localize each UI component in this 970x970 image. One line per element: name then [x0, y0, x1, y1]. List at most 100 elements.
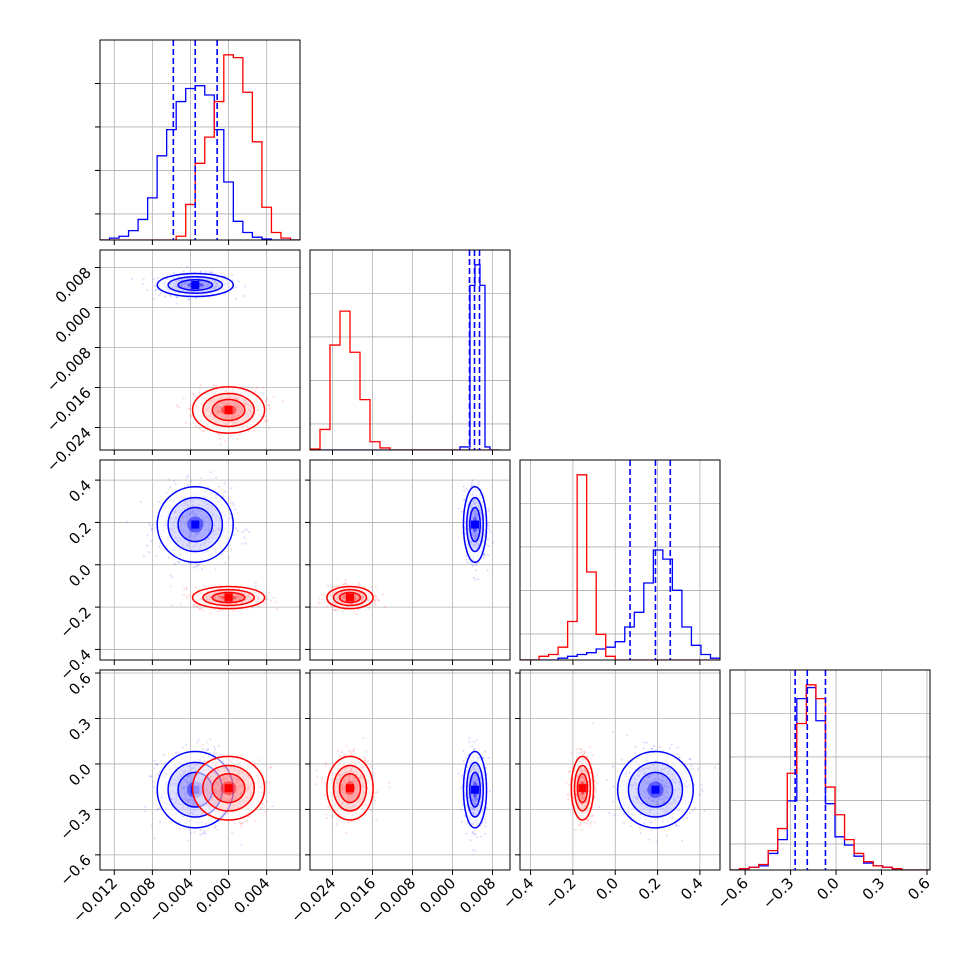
point	[239, 754, 243, 757]
point	[156, 277, 160, 280]
point	[487, 522, 490, 525]
hist-bars	[310, 250, 500, 450]
point	[266, 419, 269, 422]
point	[243, 529, 247, 532]
point	[239, 825, 242, 828]
axes-frame	[519, 459, 721, 661]
point	[484, 825, 487, 828]
point	[222, 495, 225, 498]
point	[462, 498, 466, 501]
point	[482, 556, 485, 559]
point	[165, 491, 168, 494]
point	[483, 553, 486, 556]
point	[482, 553, 485, 556]
point	[167, 556, 170, 560]
point	[377, 598, 380, 601]
point	[126, 520, 129, 523]
panel-2d-p1-p2	[305, 459, 511, 665]
point	[218, 609, 221, 612]
point	[234, 822, 237, 825]
point	[488, 789, 492, 793]
point	[186, 597, 189, 600]
hist-blue-p1	[310, 264, 500, 450]
point	[263, 805, 266, 808]
point	[254, 582, 257, 585]
point	[214, 824, 217, 828]
point	[153, 786, 156, 789]
point	[177, 406, 180, 409]
point	[176, 404, 179, 407]
point	[324, 793, 327, 797]
point	[268, 791, 271, 794]
point	[486, 538, 490, 541]
point	[230, 487, 233, 490]
point	[460, 774, 463, 777]
point	[189, 832, 192, 835]
point	[220, 552, 223, 555]
point	[198, 608, 201, 611]
point	[486, 569, 489, 572]
point	[157, 545, 161, 548]
point	[175, 302, 178, 305]
point	[482, 756, 485, 760]
point	[381, 593, 384, 596]
point	[477, 480, 480, 483]
hist-bars	[100, 40, 300, 240]
panel-hist-p3: −0.6 −0.3 0.0 0.3 0.6	[713, 669, 934, 913]
point	[269, 766, 273, 769]
point	[174, 751, 177, 754]
panel-2d-p0-p2: 0.40.20.0−0.2−0.4	[56, 459, 301, 684]
y-tick-label-2-2: 0.0	[65, 561, 95, 591]
point	[201, 429, 204, 433]
point	[189, 480, 193, 483]
point	[187, 594, 190, 597]
point	[247, 430, 250, 433]
point	[234, 286, 238, 289]
point	[484, 750, 487, 753]
point	[206, 748, 210, 751]
point	[218, 453, 220, 455]
axes-frame	[309, 459, 511, 661]
point	[218, 437, 221, 440]
point	[270, 599, 273, 602]
point	[198, 387, 201, 390]
point	[469, 839, 472, 842]
point	[334, 608, 337, 612]
point	[467, 737, 470, 740]
point	[213, 751, 216, 754]
point	[330, 605, 333, 609]
point	[274, 600, 277, 604]
point	[487, 757, 490, 760]
point	[149, 524, 152, 527]
point	[259, 807, 262, 810]
point	[251, 386, 254, 389]
axes-frame	[99, 39, 301, 241]
point	[174, 562, 177, 565]
point	[462, 749, 465, 752]
point	[189, 562, 193, 566]
density-peak-blue	[471, 785, 479, 794]
point	[485, 806, 489, 809]
point	[190, 404, 193, 407]
point	[487, 553, 490, 557]
point	[191, 804, 195, 807]
point	[318, 597, 321, 600]
point	[267, 403, 270, 407]
point	[224, 561, 227, 565]
point	[487, 524, 490, 527]
point	[170, 295, 173, 298]
point	[224, 440, 227, 443]
point	[217, 433, 220, 436]
scatter-area	[144, 738, 274, 846]
scatter-area	[131, 265, 284, 455]
point	[336, 608, 339, 612]
point	[154, 289, 157, 292]
point	[243, 294, 246, 298]
point	[241, 822, 244, 825]
point	[241, 542, 244, 545]
point	[144, 810, 147, 813]
point	[187, 799, 190, 803]
point	[232, 504, 235, 507]
point	[183, 588, 186, 591]
